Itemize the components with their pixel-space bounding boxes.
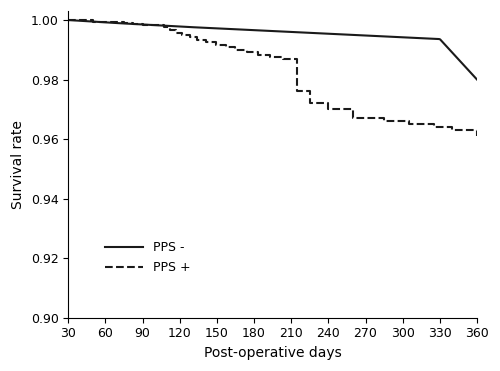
- PPS +: [212, 43, 218, 47]
- Line: PPS -: PPS -: [68, 20, 477, 79]
- PPS +: [130, 22, 136, 26]
- PPS +: [294, 89, 300, 94]
- PPS -: [66, 18, 71, 22]
- PPS +: [203, 40, 209, 45]
- Line: PPS +: PPS +: [68, 20, 477, 136]
- PPS +: [152, 23, 158, 27]
- PPS +: [173, 30, 179, 35]
- PPS +: [90, 19, 96, 24]
- PPS +: [140, 22, 145, 27]
- PPS +: [121, 21, 127, 25]
- PPS +: [430, 125, 436, 129]
- PPS -: [198, 25, 204, 30]
- PPS +: [326, 107, 332, 112]
- Y-axis label: Survival rate: Survival rate: [11, 120, 25, 209]
- PPS +: [267, 55, 273, 59]
- PPS +: [244, 50, 250, 55]
- PPS +: [179, 33, 185, 37]
- PPS +: [232, 47, 238, 52]
- PPS +: [108, 20, 114, 24]
- Legend: PPS -, PPS +: PPS -, PPS +: [99, 235, 196, 281]
- PPS +: [160, 25, 166, 30]
- PPS +: [66, 18, 71, 22]
- PPS -: [114, 21, 120, 25]
- PPS +: [307, 101, 313, 106]
- X-axis label: Post-operative days: Post-operative days: [204, 346, 342, 360]
- PPS +: [449, 128, 455, 132]
- PPS -: [362, 33, 368, 38]
- PPS +: [186, 35, 192, 40]
- PPS +: [474, 134, 480, 138]
- PPS +: [167, 28, 173, 33]
- PPS -: [474, 77, 480, 82]
- PPS +: [280, 56, 285, 61]
- PPS -: [322, 32, 328, 36]
- PPS +: [406, 121, 412, 126]
- PPS +: [222, 45, 228, 50]
- PPS +: [255, 52, 261, 57]
- PPS -: [360, 33, 366, 37]
- PPS -: [227, 27, 233, 31]
- PPS +: [350, 115, 356, 120]
- PPS +: [194, 37, 200, 42]
- PPS +: [381, 118, 387, 123]
